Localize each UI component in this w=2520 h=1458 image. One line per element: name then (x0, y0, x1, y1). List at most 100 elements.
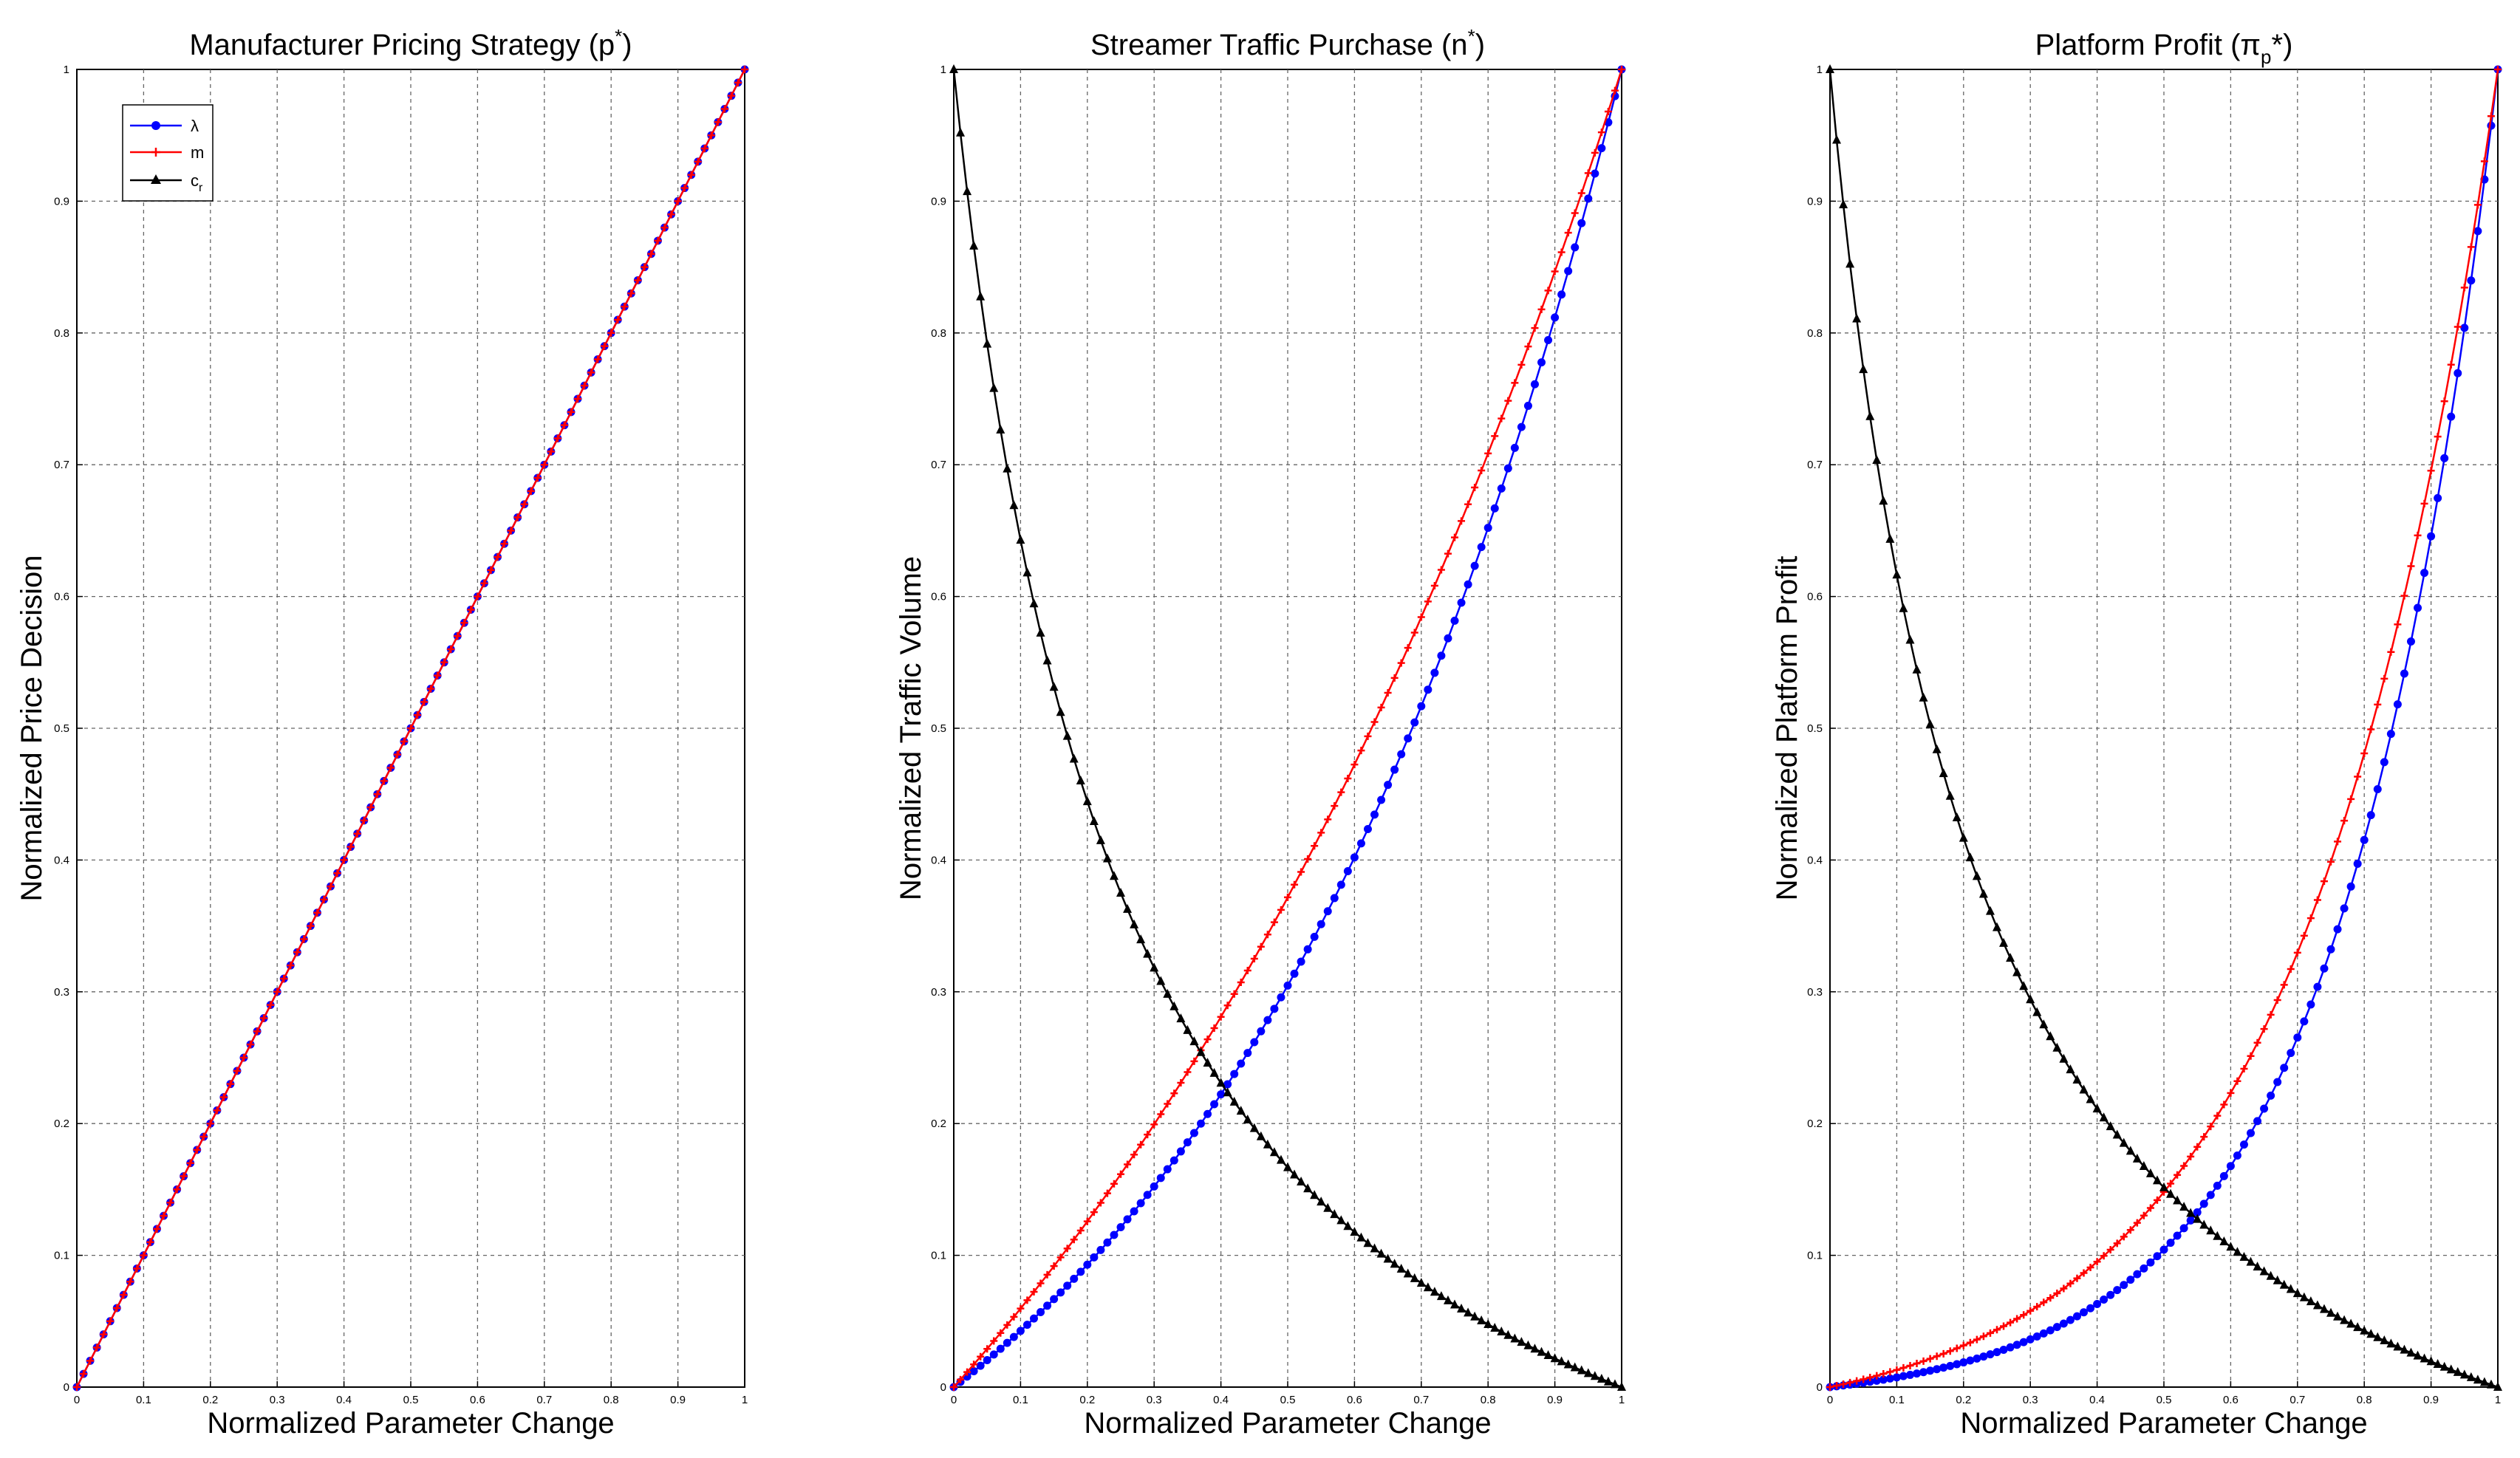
data-point (2033, 1303, 2041, 1311)
data-point (621, 303, 629, 311)
data-point (963, 186, 972, 196)
data-point (1377, 795, 1386, 804)
data-point (1965, 852, 1975, 862)
data-point (2406, 1347, 2416, 1357)
data-point (2167, 1180, 2175, 1188)
data-point (2473, 201, 2482, 209)
data-point (133, 1264, 141, 1273)
y-axis-label: Normalized Traffic Volume (895, 556, 927, 900)
data-point (1023, 1296, 1031, 1304)
data-point (460, 619, 468, 627)
data-point (560, 421, 568, 429)
data-point (240, 1054, 247, 1061)
y-tick-label: 0.9 (54, 195, 69, 208)
data-point (969, 240, 979, 250)
data-point (2253, 1038, 2261, 1047)
data-point (989, 383, 999, 392)
data-point (700, 145, 708, 153)
data-point (1163, 1165, 1172, 1174)
data-point (983, 1356, 991, 1365)
data-point (1029, 598, 1039, 608)
data-point (2233, 1151, 2241, 1160)
data-point (1090, 1208, 1098, 1216)
y-tick-label: 1 (64, 64, 69, 76)
data-point (2199, 1199, 2208, 1208)
data-point (1230, 990, 1238, 998)
data-point (1852, 313, 1862, 323)
data-point (2253, 1262, 2262, 1271)
data-point (1303, 1183, 1313, 1193)
data-point (2046, 1326, 2055, 1335)
data-point (2333, 1311, 2343, 1321)
data-point (1597, 129, 1605, 137)
data-point (594, 355, 602, 363)
data-point (1966, 1356, 1975, 1365)
y-tick-label: 0.6 (1807, 591, 1823, 603)
data-point (1311, 842, 1319, 850)
x-tick-label: 0.6 (2223, 1394, 2239, 1406)
data-point (2346, 1318, 2356, 1328)
data-point (1450, 616, 1459, 625)
data-point (1905, 1370, 1914, 1379)
data-point (1853, 1377, 1861, 1385)
legend-label: m (191, 143, 204, 162)
data-point (2186, 1208, 2196, 1217)
data-point (2440, 454, 2449, 462)
data-point (2012, 967, 2022, 976)
legend-label: cr (191, 171, 203, 194)
data-point (2086, 1094, 2095, 1103)
data-point (2400, 669, 2408, 678)
data-point (480, 579, 488, 587)
data-point (1497, 484, 1506, 493)
data-point (647, 250, 655, 258)
data-point (1430, 582, 1438, 590)
data-point (1925, 719, 1935, 728)
x-tick-label: 0.5 (1280, 1394, 1296, 1406)
x-axis-label: Normalized Parameter Change (1960, 1407, 2367, 1440)
y-tick-label: 0.3 (1807, 986, 1823, 999)
data-point (1470, 1311, 1480, 1321)
y-tick-label: 0.1 (54, 1250, 69, 1262)
data-point (2280, 1064, 2289, 1072)
data-point (2373, 785, 2382, 794)
data-point (1919, 1368, 1928, 1377)
data-point (1913, 1359, 1921, 1367)
data-point (1926, 1355, 1934, 1363)
y-tick-label: 0.7 (54, 459, 69, 471)
data-point (2174, 1171, 2182, 1179)
data-point (300, 935, 308, 943)
data-point (1230, 1069, 1239, 1078)
data-point (386, 764, 395, 772)
data-point (1865, 1377, 1874, 1386)
x-tick-label: 0.4 (336, 1394, 352, 1406)
data-point (2199, 1219, 2209, 1229)
data-point (2446, 1364, 2456, 1374)
data-point (247, 1041, 255, 1049)
data-point (1130, 1151, 1138, 1159)
data-point (2427, 532, 2436, 541)
data-point (1297, 957, 1305, 966)
data-point (1497, 1326, 1506, 1335)
data-point (366, 804, 375, 812)
data-point (1437, 566, 1445, 574)
data-point (1003, 1338, 1011, 1347)
data-point (2119, 1137, 2128, 1147)
y-tick-label: 0.2 (54, 1118, 69, 1130)
data-point (1277, 993, 1285, 1002)
data-point (1010, 1312, 1018, 1321)
data-point (1364, 732, 1372, 740)
data-point (260, 1014, 268, 1022)
data-point (2213, 1181, 2222, 1190)
data-point (1062, 730, 1072, 740)
data-point (1157, 1110, 1165, 1118)
data-point (1164, 1100, 1172, 1108)
data-point (1491, 432, 1499, 440)
y-tick-labels: 0 0.1 0.2 0.3 0.4 0.5 0.6 0.7 0.8 0.9 1 (931, 64, 960, 1394)
data-point (93, 1344, 101, 1352)
data-point (1076, 1226, 1085, 1234)
data-point (2032, 1332, 2041, 1341)
data-point (2219, 1171, 2228, 1180)
data-point (1872, 1376, 1881, 1385)
data-point (2213, 1231, 2222, 1240)
data-point (1169, 1156, 1178, 1165)
